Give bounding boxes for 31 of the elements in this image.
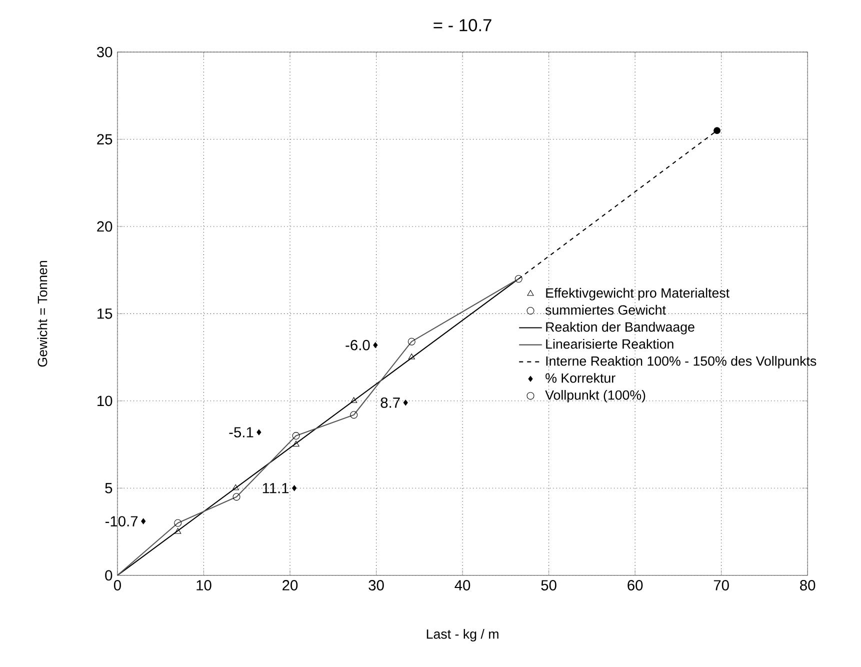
annotation: -10.7 bbox=[105, 516, 138, 526]
annotation: 11.1 bbox=[262, 482, 289, 493]
x-tick-label: 80 bbox=[800, 580, 816, 590]
annotation: -6.0 bbox=[346, 340, 370, 350]
legend-label: Vollpunkt (100%) bbox=[545, 390, 646, 402]
y-tick-label: 5 bbox=[105, 482, 112, 494]
x-tick-label: 20 bbox=[282, 580, 298, 590]
x-tick-label: 40 bbox=[454, 580, 470, 590]
y-tick-label: 15 bbox=[98, 308, 112, 319]
legend-label: Interne Reaktion 100% - 150% des Vollpunkts bbox=[546, 356, 816, 368]
x-tick-label: 10 bbox=[196, 580, 212, 590]
legend-label: % Korrektur bbox=[546, 372, 616, 383]
x-tick-label: 70 bbox=[714, 580, 729, 590]
legend-label: Reaktion der Bandwaage bbox=[546, 322, 694, 334]
y-tick-label: 10 bbox=[98, 396, 112, 406]
annotation: -5.1 bbox=[229, 426, 254, 438]
x-tick-label: 30 bbox=[368, 580, 384, 590]
y-axis-title: Gewicht = Tonnen bbox=[37, 260, 48, 366]
y-tick-label: 30 bbox=[96, 46, 112, 58]
x-tick-label: 0 bbox=[114, 580, 121, 590]
y-tick-label: 20 bbox=[97, 221, 112, 232]
annotation: 8.7 bbox=[380, 397, 400, 408]
x-axis-title: Last - kg / m bbox=[426, 628, 498, 642]
x-tick-label: 60 bbox=[628, 580, 643, 590]
y-tick-label: 25 bbox=[97, 134, 112, 144]
legend-label: Effektivgewicht pro Materialtest bbox=[546, 288, 730, 300]
chart-title: = - 10.7 bbox=[434, 18, 492, 32]
x-tick-label: 50 bbox=[541, 580, 556, 590]
legend-label: summiertes Gewicht bbox=[545, 304, 666, 314]
legend-label: Linearisierte Reaktion bbox=[546, 338, 674, 349]
y-tick-label: 0 bbox=[105, 570, 112, 580]
